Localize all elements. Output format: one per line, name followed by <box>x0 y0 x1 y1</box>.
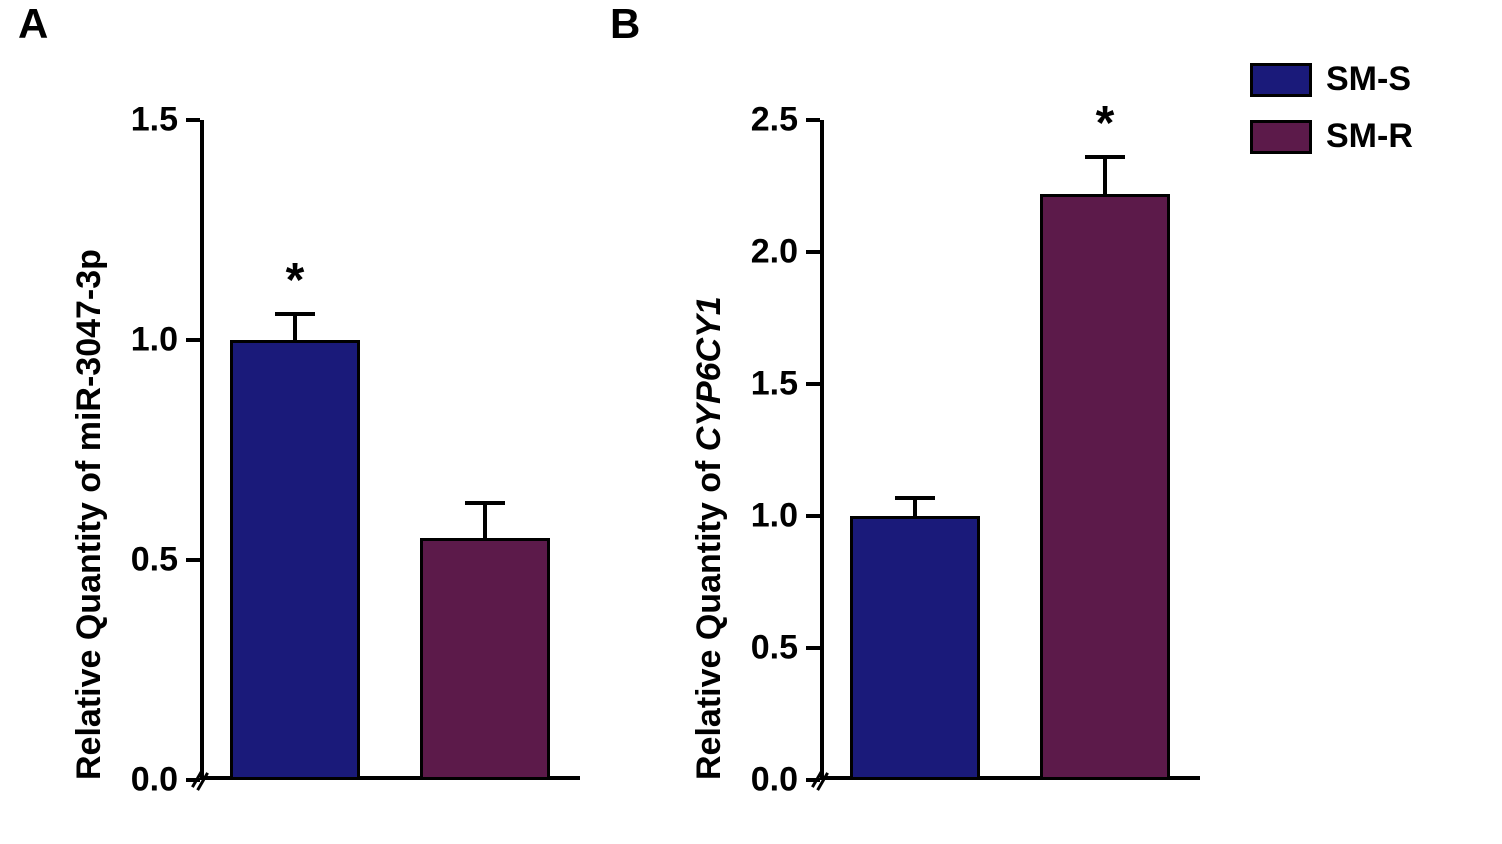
axis-break-icon <box>809 768 832 793</box>
error-bar <box>1103 157 1107 194</box>
bar <box>1040 194 1169 780</box>
error-cap <box>275 312 315 316</box>
y-tick-label: 1.0 <box>98 321 178 360</box>
legend-label: SM-S <box>1326 60 1411 99</box>
bar <box>850 516 979 780</box>
panel-a-label: A <box>18 0 48 48</box>
y-tick <box>806 118 820 122</box>
y-axis-title: Relative Quantity of CYP6CY1 <box>690 296 729 780</box>
legend-item: SM-R <box>1250 117 1413 156</box>
y-axis-title: Relative Quantity of miR-3047-3p <box>70 249 109 780</box>
y-axis <box>820 120 824 780</box>
y-tick-label: 2.0 <box>718 233 798 272</box>
legend-swatch <box>1250 63 1312 97</box>
error-cap <box>1085 155 1125 159</box>
y-tick-label: 0.5 <box>718 629 798 668</box>
significance-marker: * <box>286 253 305 308</box>
y-tick-label: 0.0 <box>98 761 178 800</box>
y-tick <box>186 118 200 122</box>
y-tick <box>806 382 820 386</box>
y-tick <box>806 646 820 650</box>
axis-break-icon <box>189 768 212 793</box>
y-tick-label: 1.5 <box>98 101 178 140</box>
error-bar <box>483 503 487 538</box>
error-bar <box>293 314 297 340</box>
chart-b: 0.00.51.01.52.02.5*Relative Quantity of … <box>820 120 1200 780</box>
significance-marker: * <box>1096 96 1115 151</box>
y-tick-label: 1.5 <box>718 365 798 404</box>
y-tick <box>186 338 200 342</box>
y-tick <box>806 250 820 254</box>
y-tick-label: 2.5 <box>718 101 798 140</box>
bar <box>420 538 549 780</box>
y-tick-label: 0.5 <box>98 541 178 580</box>
y-tick-label: 0.0 <box>718 761 798 800</box>
legend-item: SM-S <box>1250 60 1413 99</box>
error-bar <box>913 498 917 516</box>
y-tick <box>186 558 200 562</box>
error-cap <box>895 496 935 500</box>
legend-swatch <box>1250 120 1312 154</box>
y-axis <box>200 120 204 780</box>
legend-label: SM-R <box>1326 117 1413 156</box>
y-tick-label: 1.0 <box>718 497 798 536</box>
chart-a: 0.00.51.01.5*Relative Quantity of miR-30… <box>200 120 580 780</box>
y-tick <box>806 514 820 518</box>
panel-b-label: B <box>610 0 640 48</box>
bar <box>230 340 359 780</box>
legend: SM-S SM-R <box>1250 60 1413 174</box>
error-cap <box>465 501 505 505</box>
